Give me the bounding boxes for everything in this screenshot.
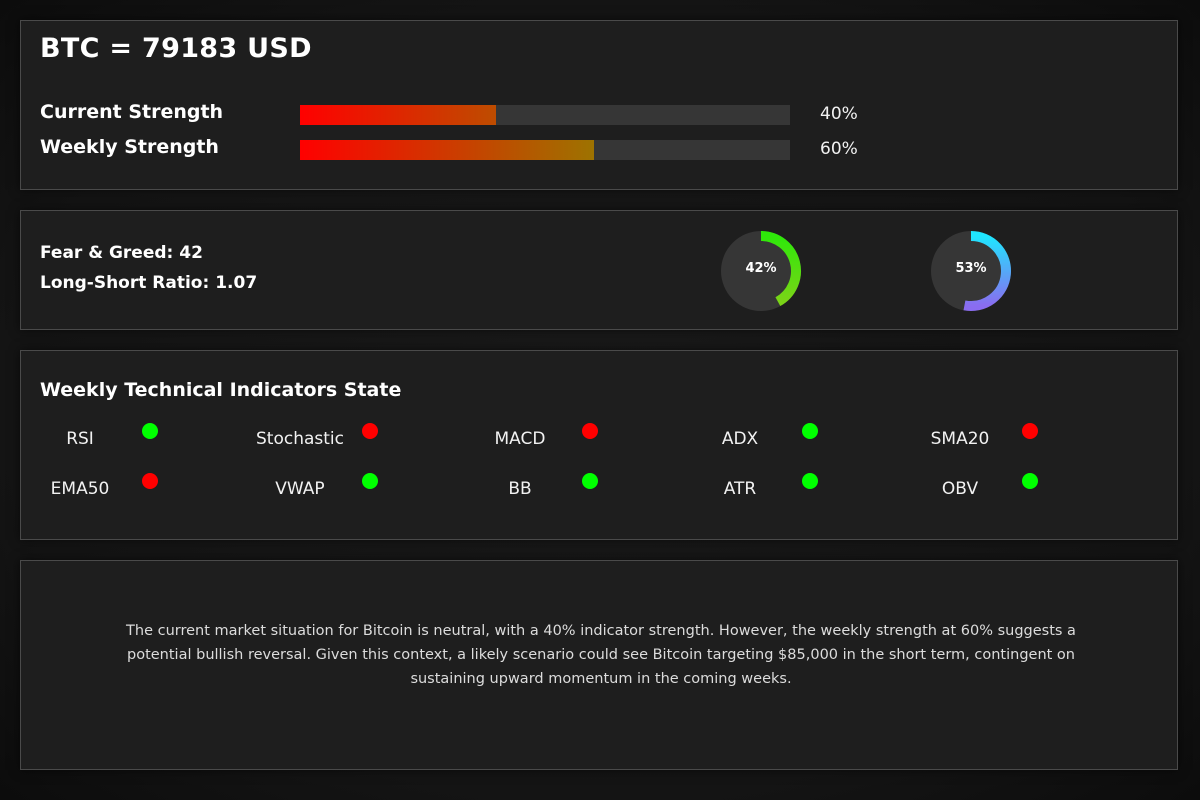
indicator-status-dot <box>142 423 158 439</box>
fear-greed-gauge-label: 42% <box>745 261 777 276</box>
indicator-name: RSI <box>66 429 94 449</box>
indicators-title: Weekly Technical Indicators State <box>40 379 402 401</box>
indicator-name: BB <box>508 479 532 499</box>
indicator-status-dot <box>362 473 378 489</box>
indicator-status-dot <box>1022 423 1038 439</box>
indicators-panel: Weekly Technical Indicators State RSI St… <box>20 350 1178 540</box>
indicator-status-dot <box>582 473 598 489</box>
market-summary-text: The current market situation for Bitcoin… <box>126 623 1076 687</box>
indicator-name: ATR <box>723 479 757 499</box>
gauge-arc <box>760 231 801 307</box>
indicator-name: MACD <box>494 429 546 449</box>
indicator-bb: BB <box>508 473 598 499</box>
indicator-obv: OBV <box>942 473 1038 499</box>
indicator-name: SMA20 <box>930 429 990 449</box>
fear-greed-gauge: 42% <box>720 230 802 312</box>
summary-panel: The current market situation for Bitcoin… <box>20 560 1178 770</box>
sentiment-panel: Fear & Greed: 42 Long-Short Ratio: 1.07 … <box>20 210 1178 330</box>
current-strength-fill <box>300 105 496 125</box>
indicator-macd: MACD <box>495 423 598 449</box>
gauge-background <box>721 231 801 311</box>
indicator-status-dot <box>362 423 378 439</box>
indicator-vwap: VWAP <box>275 473 378 499</box>
fear-greed-text: Fear & Greed: 42 <box>40 243 203 263</box>
indicator-rsi: RSI <box>66 423 158 449</box>
long-short-gauge-label: 53% <box>955 261 987 276</box>
current-strength-value: 40% <box>820 104 858 124</box>
long-short-ratio-text: Long-Short Ratio: 1.07 <box>40 273 258 293</box>
gauge-background <box>931 231 1011 311</box>
weekly-strength-fill <box>300 140 594 160</box>
indicator-adx: ADX <box>722 423 818 449</box>
indicator-sma20: SMA20 <box>931 423 1038 449</box>
indicator-name: EMA50 <box>50 479 110 499</box>
weekly-strength-value: 60% <box>820 139 858 159</box>
indicator-name: VWAP <box>275 479 325 499</box>
indicator-status-dot <box>582 423 598 439</box>
indicator-status-dot <box>142 473 158 489</box>
indicator-status-dot <box>1022 473 1038 489</box>
indicator-name: ADX <box>721 429 759 449</box>
indicator-stochastic: Stochastic <box>256 423 378 449</box>
current-strength-label: Current Strength <box>40 101 224 123</box>
indicator-ema50: EMA50 <box>51 473 158 499</box>
indicator-name: Stochastic <box>256 429 344 449</box>
indicator-name: OBV <box>941 479 979 499</box>
indicator-atr: ATR <box>724 473 818 499</box>
current-strength-bar <box>300 105 790 125</box>
indicator-status-dot <box>802 423 818 439</box>
long-short-gauge: 53% <box>930 230 1012 312</box>
indicator-status-dot <box>802 473 818 489</box>
weekly-strength-bar <box>300 140 790 160</box>
price-panel: BTC = 79183 USD Current Strength 40% Wee… <box>20 20 1178 190</box>
weekly-strength-label: Weekly Strength <box>40 136 219 158</box>
price-title: BTC = 79183 USD <box>40 33 312 64</box>
gauge-arc <box>963 231 1011 311</box>
